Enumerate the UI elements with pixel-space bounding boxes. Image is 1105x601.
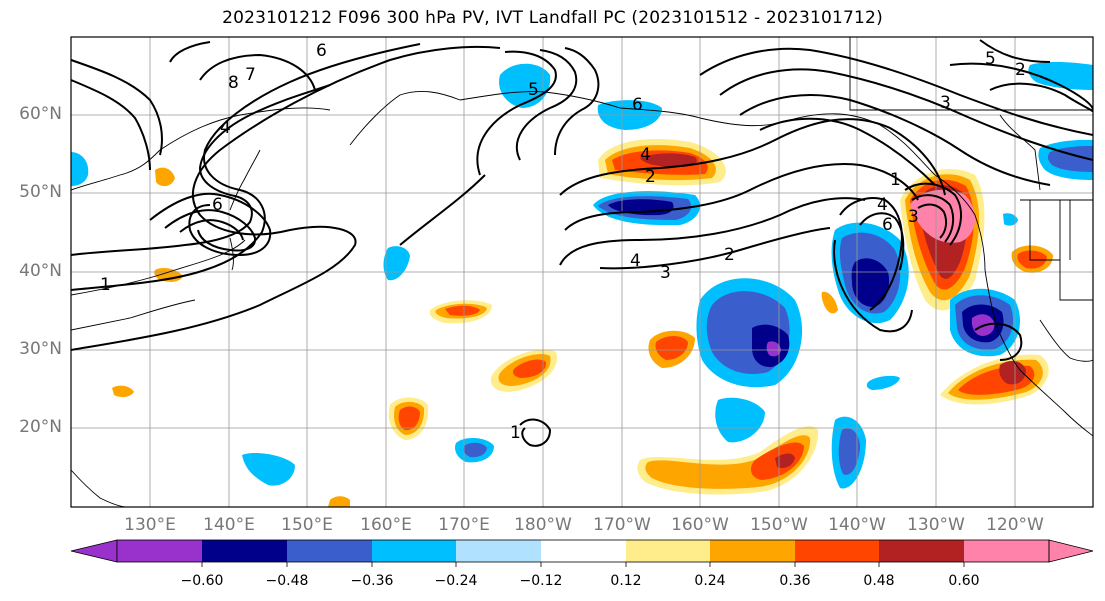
pv-label: 1 xyxy=(890,170,901,190)
lon-label: 130°E xyxy=(124,515,176,535)
colorbar-segment xyxy=(287,540,372,562)
coastlines xyxy=(71,37,1093,507)
colorbar-tick-label: −0.36 xyxy=(350,573,394,589)
colorbar-tick-label: 0.36 xyxy=(779,573,811,589)
pv-label: 6 xyxy=(212,195,223,215)
lon-label: 180°W xyxy=(514,515,572,535)
colorbar-tick-label: 0.60 xyxy=(948,573,980,589)
colorbar-extend-low xyxy=(70,539,118,563)
pv-label: 1 xyxy=(100,275,111,295)
pv-label: 3 xyxy=(940,93,951,113)
lat-label-40n: 40°N xyxy=(19,261,62,281)
pv-label: 2 xyxy=(724,245,735,265)
lon-label: 150°W xyxy=(750,515,808,535)
map-title: 2023101212 F096 300 hPa PV, IVT Landfall… xyxy=(222,8,883,28)
pv-label: 4 xyxy=(630,251,641,271)
lon-label: 140°W xyxy=(828,515,886,535)
colorbar-segment xyxy=(117,540,202,562)
colorbar-segment xyxy=(456,540,541,562)
colorbar-tick-label: −0.60 xyxy=(180,573,224,589)
colorbar-extend-high xyxy=(1048,539,1094,563)
pv-contour-labels: 6 8 7 4 6 5 1 2 3 4 2 3 1 4 6 6 5 4 2 1 … xyxy=(100,41,1026,443)
pv-label: 8 xyxy=(228,73,239,93)
colorbar-tick-label: −0.24 xyxy=(434,573,478,589)
lat-label-50n: 50°N xyxy=(19,182,62,202)
pv-label: 1 xyxy=(510,423,521,443)
pv-label: 5 xyxy=(985,49,996,69)
lat-label-20n: 20°N xyxy=(19,417,62,437)
pv-label: 6 xyxy=(882,215,893,235)
pv-label: 5 xyxy=(528,80,539,100)
lon-label: 160°W xyxy=(671,515,729,535)
map-frame xyxy=(70,36,1094,508)
colorbar-segment xyxy=(795,540,879,562)
colorbar-segment xyxy=(964,540,1049,562)
pv-label: 4 xyxy=(877,195,888,215)
colorbar-tick-label: 0.48 xyxy=(863,573,895,589)
pv-label: 4 xyxy=(220,118,231,138)
pv-label: 2 xyxy=(645,167,656,187)
colorbar-segment xyxy=(202,540,287,562)
lon-label: 120°W xyxy=(986,515,1044,535)
pv-label: 3 xyxy=(660,263,671,283)
pv-label: 3 xyxy=(908,207,919,227)
pv-label: 6 xyxy=(316,41,327,61)
colorbar-segment xyxy=(541,540,626,562)
lon-label: 130°W xyxy=(907,515,965,535)
pv-label: 4 xyxy=(640,145,651,165)
lon-label: 150°E xyxy=(281,515,333,535)
colorbar xyxy=(70,539,1094,567)
lon-label: 170°E xyxy=(438,515,490,535)
pv-label: 7 xyxy=(245,65,256,85)
colorbar-segment xyxy=(710,540,795,562)
colorbar-tick-label: 0.24 xyxy=(694,573,726,589)
lon-label: 170°W xyxy=(593,515,651,535)
pv-contours xyxy=(71,39,1093,447)
pv-label: 6 xyxy=(632,95,643,115)
colorbar-segment xyxy=(879,540,964,562)
colorbar-segment xyxy=(372,540,456,562)
colorbar-tick-label: −0.48 xyxy=(265,573,309,589)
lat-label-30n: 30°N xyxy=(19,339,62,359)
pv-label: 2 xyxy=(1015,60,1026,80)
colorbar-tick-label: 0.12 xyxy=(610,573,642,589)
lon-label: 160°E xyxy=(360,515,412,535)
colorbar-tick-label: −0.12 xyxy=(519,573,563,589)
lon-label: 140°E xyxy=(203,515,255,535)
colorbar-segment xyxy=(626,540,710,562)
lat-label-60n: 60°N xyxy=(19,104,62,124)
